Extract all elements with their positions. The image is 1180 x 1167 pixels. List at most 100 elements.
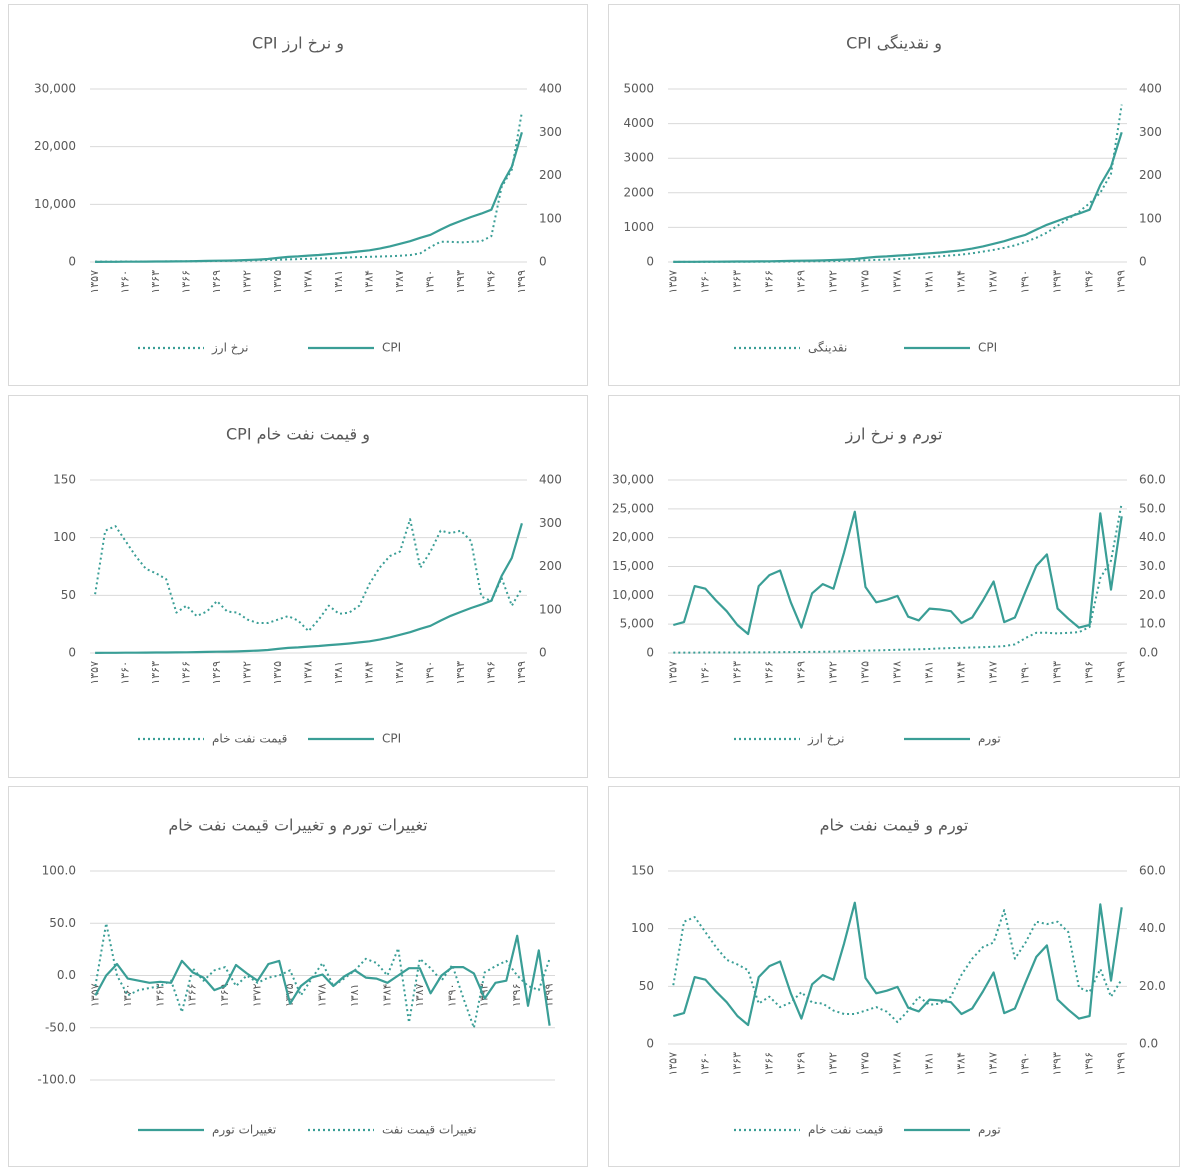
x-tick-label: ۱۳۹۹ — [1115, 270, 1128, 294]
y2-tick-label: 60.0 — [1139, 473, 1166, 487]
x-tick-label: ۱۳۵۷ — [666, 661, 679, 685]
x-tick-label: ۱۳۹۰ — [1019, 661, 1032, 685]
x-tick-label: ۱۳۶۰ — [698, 270, 711, 294]
x-tick-label: ۱۳۷۲ — [826, 270, 839, 294]
y-tick-label: 0 — [646, 1037, 654, 1051]
y-tick-label: -100.0 — [37, 1073, 76, 1087]
x-tick-label: ۱۳۷۸ — [891, 661, 904, 685]
x-tick-label: ۱۳۶۹ — [794, 661, 807, 685]
y-tick-label: 100 — [631, 921, 654, 935]
y2-tick-label: 0 — [539, 255, 547, 269]
y-tick-label: 10,000 — [612, 588, 654, 602]
x-tick-label: ۱۳۷۸ — [302, 661, 315, 685]
legend-label: قیمت نفت خام — [808, 1123, 883, 1137]
x-tick-label: ۱۳۷۸ — [891, 270, 904, 294]
x-tick-label: ۱۳۹۰ — [445, 984, 458, 1008]
x-tick-label: ۱۳۹۶ — [1083, 270, 1096, 294]
panel — [608, 4, 1180, 386]
legend-label: نقدینگی — [808, 341, 847, 355]
chart-title: تغییرات تورم و تغییرات قیمت نفت خام — [168, 816, 427, 836]
y-tick-label: 50.0 — [49, 916, 76, 930]
x-tick-label: ۱۳۶۰ — [698, 661, 711, 685]
x-tick-label: ۱۳۶۶ — [762, 661, 775, 685]
x-tick-label: ۱۳۹۳ — [454, 270, 467, 294]
x-tick-label: ۱۳۹۳ — [454, 661, 467, 685]
y2-tick-label: 10.0 — [1139, 617, 1166, 631]
x-tick-label: ۱۳۸۴ — [380, 983, 393, 1007]
x-tick-label: ۱۳۵۷ — [666, 1052, 679, 1076]
x-tick-label: ۱۳۶۹ — [210, 270, 223, 294]
panel — [8, 4, 588, 386]
series-line — [94, 518, 523, 633]
y-tick-label: 0 — [646, 255, 654, 269]
x-tick-label: ۱۳۶۶ — [762, 1052, 775, 1076]
panel — [8, 395, 588, 778]
chart-title: تورم و نرخ ارز — [845, 425, 943, 445]
series-line — [95, 522, 523, 654]
legend-label: تغییرات تورم — [212, 1123, 276, 1138]
x-tick-label: ۱۳۷۸ — [302, 270, 315, 294]
y-tick-label: 30,000 — [34, 82, 76, 96]
x-tick-label: ۱۳۹۶ — [1083, 1052, 1096, 1076]
y2-tick-label: 400 — [1139, 82, 1162, 96]
x-tick-label: ۱۳۶۰ — [121, 984, 134, 1008]
x-tick-label: ۱۳۸۷ — [987, 270, 1000, 294]
y-tick-label: 150 — [631, 864, 654, 878]
series-line — [673, 901, 1123, 1027]
x-tick-label: ۱۳۵۷ — [88, 270, 101, 294]
x-tick-label: ۱۳۸۱ — [923, 661, 936, 685]
x-tick-label: ۱۳۶۹ — [794, 1052, 807, 1076]
chart-title: CPI و نقدینگی — [846, 34, 942, 54]
x-tick-label: ۱۳۹۳ — [1051, 270, 1064, 294]
legend-label: تورم — [978, 732, 1001, 747]
x-tick-label: ۱۳۹۰ — [1019, 270, 1032, 294]
y-tick-label: 25,000 — [612, 501, 654, 515]
x-tick-label: ۱۳۶۹ — [210, 661, 223, 685]
series-line — [95, 111, 523, 263]
y2-tick-label: 200 — [539, 559, 562, 573]
x-tick-label: ۱۳۹۰ — [423, 270, 436, 294]
y2-tick-label: 100 — [1139, 211, 1162, 225]
chart-title: تورم و قیمت نفت خام — [820, 816, 969, 836]
x-tick-label: ۱۳۸۴ — [362, 270, 375, 294]
x-tick-label: ۱۳۷۸ — [891, 1052, 904, 1076]
x-tick-label: ۱۳۸۱ — [332, 661, 345, 685]
x-tick-label: ۱۳۹۹ — [1115, 661, 1128, 685]
legend-label: نرخ ارز — [211, 341, 248, 356]
series-line — [673, 502, 1123, 654]
y-tick-label: 20,000 — [612, 530, 654, 544]
y-tick-label: 150 — [53, 473, 76, 487]
y2-tick-label: 0 — [539, 646, 547, 660]
y2-tick-label: 50.0 — [1139, 501, 1166, 515]
y-tick-label: 15,000 — [612, 559, 654, 573]
x-tick-label: ۱۳۷۲ — [826, 661, 839, 685]
y-tick-label: 0.0 — [57, 968, 76, 982]
y-tick-label: 0 — [68, 255, 76, 269]
y2-tick-label: 0.0 — [1139, 1037, 1158, 1051]
y2-tick-label: 400 — [539, 82, 562, 96]
y2-tick-label: 300 — [539, 125, 562, 139]
legend-label: قیمت نفت خام — [212, 732, 287, 746]
chart-title: CPI و قیمت نفت خام — [226, 425, 370, 445]
x-tick-label: ۱۳۶۰ — [119, 270, 132, 294]
y-tick-label: 5000 — [623, 82, 654, 96]
y2-tick-label: 20.0 — [1139, 979, 1166, 993]
y2-tick-label: 300 — [539, 516, 562, 530]
x-tick-label: ۱۳۹۰ — [1019, 1052, 1032, 1076]
series-line — [94, 934, 551, 1026]
x-tick-label: ۱۳۶۳ — [153, 983, 166, 1007]
y-tick-label: 50 — [61, 588, 76, 602]
x-tick-label: ۱۳۶۶ — [762, 270, 775, 294]
x-tick-label: ۱۳۷۵ — [858, 661, 871, 685]
x-tick-label: ۱۳۷۲ — [826, 1052, 839, 1076]
x-tick-label: ۱۳۹۶ — [1083, 661, 1096, 685]
x-tick-label: ۱۳۸۱ — [332, 270, 345, 294]
y2-tick-label: 20.0 — [1139, 588, 1166, 602]
x-tick-label: ۱۳۸۱ — [348, 984, 361, 1008]
y2-tick-label: 200 — [539, 168, 562, 182]
y-tick-label: 100.0 — [42, 864, 76, 878]
x-tick-label: ۱۳۹۶ — [510, 984, 523, 1008]
x-tick-label: ۱۳۸۴ — [955, 1052, 968, 1076]
y-tick-label: 3000 — [623, 151, 654, 165]
